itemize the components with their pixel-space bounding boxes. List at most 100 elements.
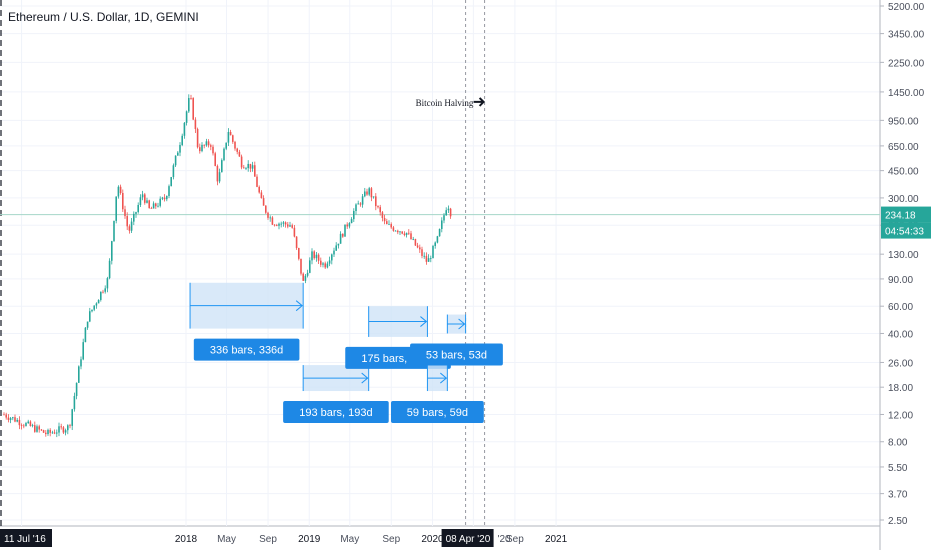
- candle-body: [410, 233, 412, 240]
- candle-body: [240, 156, 243, 168]
- candle-body: [95, 303, 98, 306]
- candle-body: [430, 258, 432, 259]
- candle-body: [306, 272, 309, 276]
- candle-body: [111, 241, 113, 261]
- candle-body: [69, 425, 71, 427]
- measure-label-box: [410, 343, 503, 366]
- candle-body: [243, 167, 245, 169]
- candle-body: [150, 207, 153, 209]
- candle-body: [326, 263, 329, 268]
- measure-label-box: [193, 338, 300, 361]
- candle-body: [205, 141, 208, 146]
- candle-body: [434, 242, 436, 246]
- candle-body: [100, 291, 102, 300]
- candle-body: [71, 409, 73, 426]
- y-tick-label: 40.00: [888, 329, 913, 340]
- candle-body: [333, 250, 335, 255]
- candle-body: [232, 135, 234, 142]
- measurement-59: 59 bars, 59d: [390, 365, 484, 424]
- candle-body: [227, 131, 230, 143]
- candle-body: [223, 148, 225, 161]
- candle-body: [320, 260, 322, 265]
- candle-body: [3, 414, 5, 416]
- candle-body: [174, 155, 177, 166]
- y-tick-label: 26.00: [888, 358, 913, 369]
- candle-body: [370, 188, 373, 198]
- candle-body: [405, 232, 408, 236]
- candle-body: [394, 230, 397, 232]
- candle-body: [179, 144, 181, 153]
- candle-body: [194, 119, 197, 129]
- x-tick-label: Sep: [506, 534, 524, 545]
- candle-body: [122, 193, 124, 210]
- candle-body: [201, 144, 203, 152]
- candle-body: [51, 432, 54, 434]
- candle-body: [412, 239, 414, 240]
- candle-body: [260, 192, 263, 199]
- candle-body: [346, 224, 348, 227]
- candle-body: [399, 231, 401, 233]
- candle-body: [273, 224, 276, 226]
- candle-body: [18, 419, 21, 426]
- candle-body: [163, 197, 166, 200]
- candle-body: [64, 430, 67, 433]
- candle-body: [67, 425, 69, 431]
- candle-body: [254, 165, 256, 177]
- candle-body: [342, 233, 344, 237]
- candle-body: [38, 426, 40, 430]
- candle-body: [40, 429, 43, 431]
- candle-body: [47, 429, 49, 435]
- candle-body: [284, 222, 287, 225]
- measure-arrow-head: [458, 318, 466, 330]
- candle-body: [161, 197, 164, 199]
- candle-body: [23, 425, 25, 427]
- x-tick-label: 2021: [545, 534, 568, 545]
- candle-body: [408, 232, 410, 234]
- candle-body: [29, 421, 32, 427]
- candle-body: [414, 239, 417, 246]
- candle-body: [5, 414, 7, 418]
- candle-body: [419, 247, 421, 250]
- candle-body: [135, 212, 137, 214]
- candle-body: [276, 225, 278, 226]
- candle-body: [249, 163, 252, 169]
- candle-body: [397, 230, 399, 233]
- y-tick-label: 60.00: [888, 302, 913, 313]
- candle-body: [324, 263, 326, 268]
- candle-body: [245, 168, 247, 169]
- y-tick-label: 12.00: [888, 410, 913, 421]
- candle-body: [75, 382, 78, 397]
- candle-body: [216, 165, 219, 182]
- candle-body: [317, 254, 320, 261]
- candle-body: [45, 432, 47, 435]
- y-tick-label: 300.00: [888, 194, 919, 205]
- candle-body: [199, 147, 201, 152]
- candle-body: [304, 275, 307, 281]
- candle-body: [27, 421, 29, 424]
- y-tick-label: 5200.00: [888, 2, 925, 13]
- candle-body: [91, 309, 93, 312]
- candle-body: [25, 423, 27, 426]
- candle-body: [291, 225, 293, 228]
- candle-body: [234, 141, 236, 149]
- candle-body: [168, 186, 170, 196]
- candle-body: [447, 208, 450, 211]
- countdown-badge: [881, 222, 931, 239]
- candle-body: [9, 418, 12, 420]
- candle-body: [311, 251, 313, 261]
- candle-body: [188, 98, 190, 112]
- candle-body: [269, 217, 271, 219]
- candle-body: [392, 227, 395, 231]
- candle-body: [427, 258, 430, 262]
- candle-body: [271, 217, 274, 225]
- candle-body: [42, 430, 45, 433]
- date-badge-start: [0, 529, 52, 547]
- candle-body: [390, 224, 392, 228]
- measure-label: 336 bars, 336d: [210, 345, 283, 357]
- candle-body: [258, 186, 260, 193]
- candle-body: [359, 203, 362, 205]
- candle-body: [344, 224, 346, 237]
- candle-body: [247, 163, 249, 169]
- y-tick-label: 18.00: [888, 383, 913, 394]
